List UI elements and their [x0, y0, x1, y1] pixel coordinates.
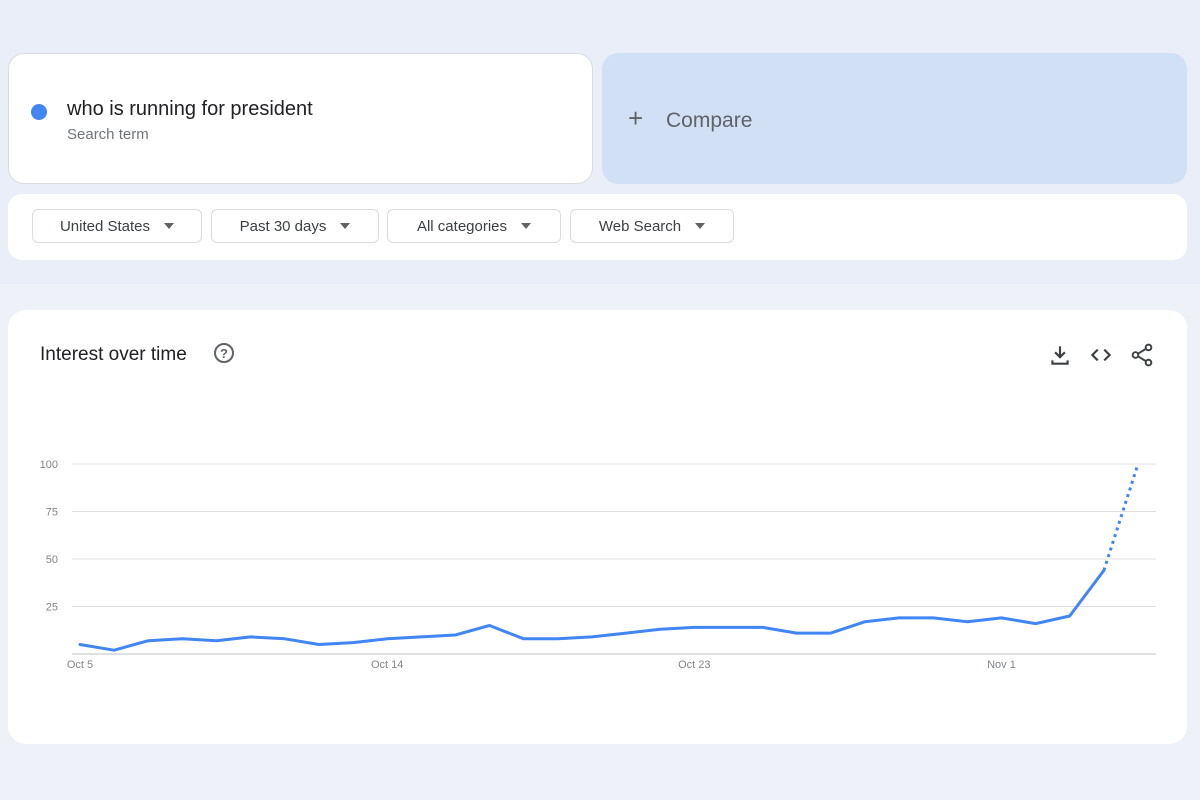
caret-down-icon [164, 223, 175, 229]
x-tick-label: Oct 14 [371, 659, 403, 671]
y-tick-label: 50 [46, 554, 58, 566]
caret-down-icon [695, 223, 706, 229]
y-tick-label: 25 [46, 602, 58, 614]
x-tick-label: Oct 5 [67, 659, 93, 671]
help-icon[interactable]: ? [214, 343, 234, 363]
data-point [692, 625, 696, 629]
interest-over-time-panel: Interest over time ? 25 50 75 100 Oct 5 Oct 1… [8, 310, 1187, 744]
x-tick-label: Nov 1 [987, 659, 1016, 671]
filter-time-range[interactable]: Past 30 days [211, 209, 379, 243]
data-point [897, 616, 901, 620]
data-point [829, 631, 833, 635]
embed-code-icon[interactable] [1088, 342, 1114, 368]
data-point [1102, 568, 1106, 572]
caret-down-icon [521, 223, 532, 229]
compare-button[interactable]: + Compare [602, 53, 1187, 184]
compare-label: Compare [666, 109, 753, 132]
data-point [249, 635, 253, 639]
data-point [283, 637, 287, 641]
filters-bar: United States Past 30 days All categorie… [8, 194, 1187, 260]
data-point [931, 616, 935, 620]
series-line [78, 568, 1106, 652]
y-tick-label: 100 [40, 459, 58, 471]
data-point [965, 620, 969, 624]
caret-down-icon [340, 223, 351, 229]
term-color-dot [31, 104, 47, 120]
interest-chart: 25 50 75 100 Oct 5 Oct 14 Oct 23 Nov 1 [40, 459, 1156, 671]
y-tick-label: 75 [46, 507, 58, 519]
data-point [146, 639, 150, 643]
data-point [180, 637, 184, 641]
data-point [112, 648, 116, 652]
data-point [351, 641, 355, 645]
data-point [761, 625, 765, 629]
data-point [385, 637, 389, 641]
data-point [453, 633, 457, 637]
search-term-card[interactable]: who is running for president Search term [8, 53, 593, 184]
filter-time-range-label: Past 30 days [239, 217, 327, 235]
data-point [795, 631, 799, 635]
data-point [215, 639, 219, 643]
data-point [999, 616, 1003, 620]
data-point [863, 620, 867, 624]
data-point [1034, 622, 1038, 626]
filter-region-label: United States [59, 217, 151, 235]
series-line-partial [1102, 463, 1140, 571]
plus-icon: + [628, 103, 644, 133]
x-tick-label: Oct 23 [678, 659, 710, 671]
search-term-subtitle: Search term [67, 126, 149, 143]
filter-search-type[interactable]: Web Search [570, 209, 734, 243]
data-point [658, 627, 662, 631]
data-point [419, 635, 423, 639]
data-point [488, 624, 492, 628]
data-point [726, 625, 730, 629]
filter-category-label: All categories [416, 217, 508, 235]
data-point [556, 637, 560, 641]
filter-category[interactable]: All categories [387, 209, 561, 243]
data-point [1136, 462, 1140, 466]
download-icon[interactable] [1047, 342, 1073, 368]
data-point [317, 643, 321, 647]
data-point [78, 643, 82, 647]
search-term-text[interactable]: who is running for president [67, 98, 313, 120]
panel-title: Interest over time [40, 344, 187, 365]
data-point [522, 637, 526, 641]
share-icon[interactable] [1129, 342, 1155, 368]
data-point [590, 635, 594, 639]
filter-region[interactable]: United States [32, 209, 202, 243]
data-point [624, 631, 628, 635]
filter-search-type-label: Web Search [598, 217, 682, 235]
data-point [1068, 614, 1072, 618]
